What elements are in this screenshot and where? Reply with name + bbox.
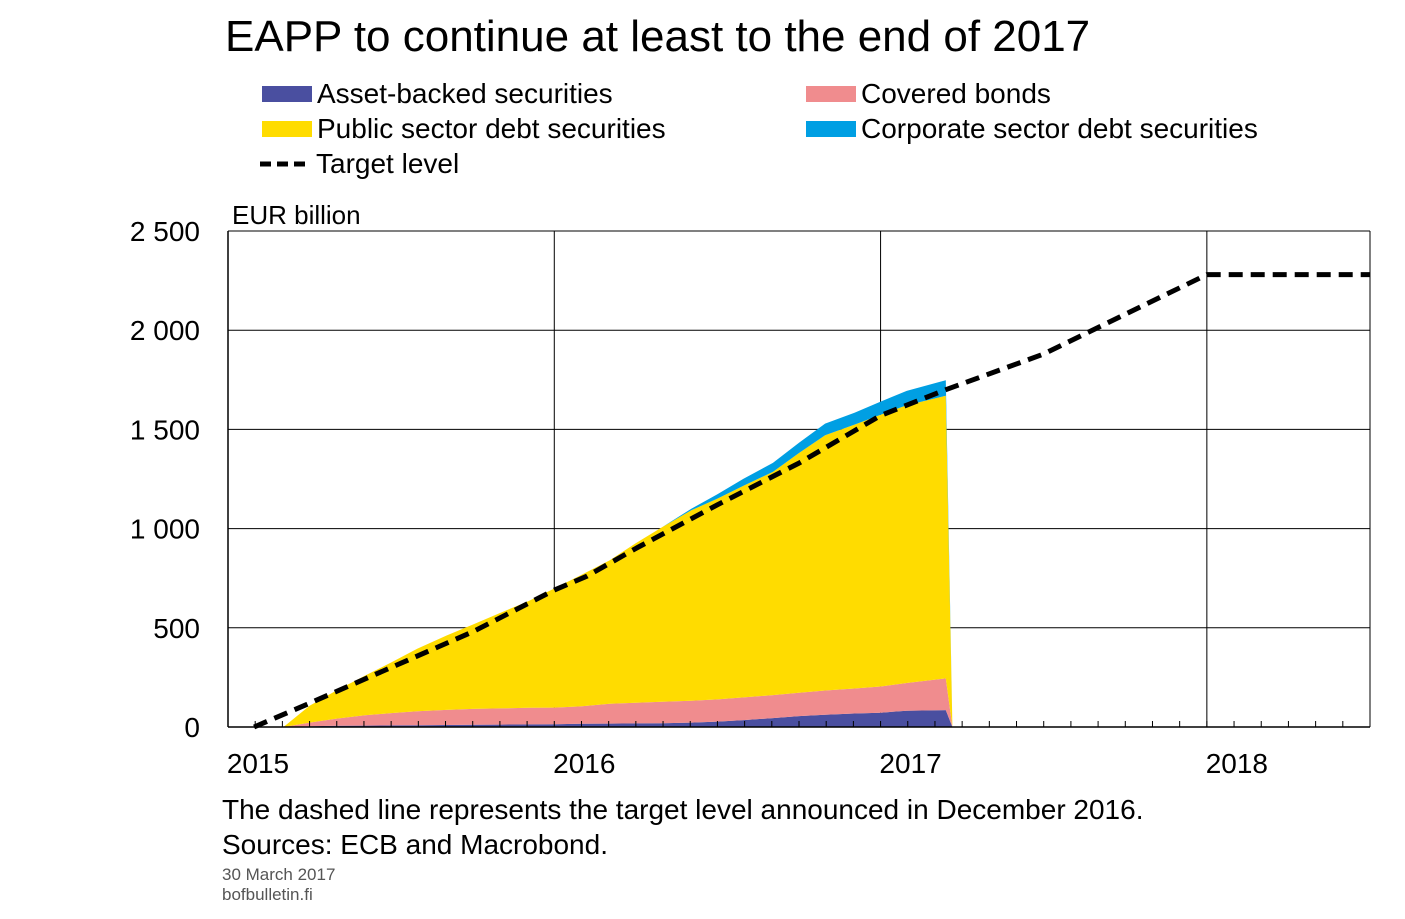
legend-label-public-sector: Public sector debt securities [317, 113, 666, 144]
legend-swatch-covered-bonds [806, 86, 856, 102]
footnote: The dashed line represents the target le… [222, 794, 1144, 825]
publication-date: 30 March 2017 [222, 865, 336, 884]
y-tick-label: 1 000 [130, 514, 200, 545]
legend-swatch-public-sector [262, 121, 312, 137]
legend-swatch-target-level [260, 161, 311, 167]
legend-swatch-corporate-sector [806, 121, 856, 137]
legend-label-target-level: Target level [316, 148, 460, 179]
x-tick-label: 2016 [553, 748, 615, 779]
target-level-layer [253, 272, 1370, 730]
website-label: bofbulletin.fi [222, 885, 313, 904]
x-tick-label: 2015 [227, 748, 289, 779]
y-axis-unit-label: EUR billion [232, 200, 361, 230]
legend-label-asset-backed: Asset-backed securities [317, 78, 613, 109]
legend-label-corporate-sector: Corporate sector debt securities [861, 113, 1258, 144]
area-series-1 [283, 678, 953, 727]
legend-item-target-level: Target level [258, 148, 459, 180]
legend-item-asset-backed: Asset-backed securities [262, 78, 613, 110]
y-tick-label: 500 [153, 613, 200, 644]
chart-title: EAPP to continue at least to the end of … [225, 12, 1091, 61]
legend-item-covered-bonds: Covered bonds [806, 78, 1051, 110]
sources-note: Sources: ECB and Macrobond. [222, 829, 608, 860]
legend-item-public-sector: Public sector debt securities [262, 113, 666, 145]
legend-label-covered-bonds: Covered bonds [861, 78, 1051, 109]
y-tick-label: 2 000 [130, 315, 200, 346]
legend-swatch-asset-backed [262, 86, 312, 102]
target-level-line [253, 272, 1370, 730]
y-tick-label: 1 500 [130, 414, 200, 445]
y-tick-label: 2 500 [130, 216, 200, 247]
area-series-0 [283, 710, 953, 727]
y-tick-label: 0 [184, 712, 200, 743]
legend-item-corporate-sector: Corporate sector debt securities [806, 113, 1258, 145]
axes: 0 500 1 000 1 500 2 000 2 500 2015 2016 2017 2018 [130, 216, 1371, 779]
x-tick-label: 2018 [1206, 748, 1268, 779]
x-tick-label: 2017 [879, 748, 941, 779]
